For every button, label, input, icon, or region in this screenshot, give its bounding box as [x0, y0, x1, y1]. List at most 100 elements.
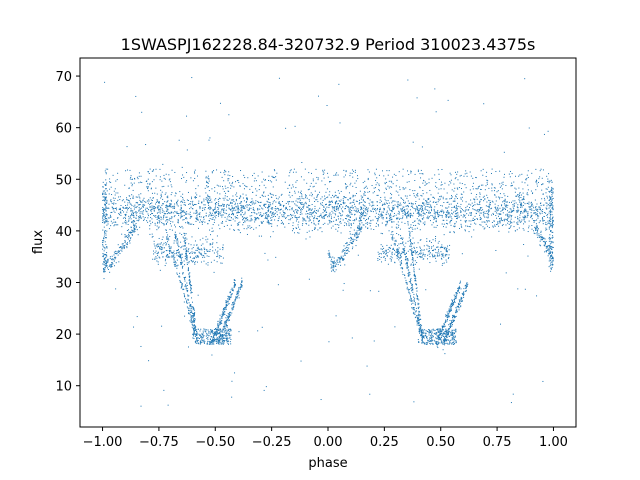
data-point: [538, 178, 540, 180]
data-point: [177, 218, 179, 220]
data-point: [351, 172, 353, 174]
data-point: [472, 188, 474, 190]
data-point: [184, 264, 186, 266]
data-point: [456, 209, 458, 211]
data-point: [403, 200, 405, 202]
data-point: [334, 213, 336, 215]
data-point: [322, 169, 324, 171]
data-point: [531, 216, 533, 218]
data-point: [186, 172, 188, 174]
data-point: [424, 223, 426, 225]
data-point: [248, 220, 250, 222]
data-point: [224, 174, 226, 176]
data-point: [184, 240, 186, 242]
data-point: [153, 207, 155, 209]
data-point: [214, 190, 216, 192]
data-point: [550, 221, 552, 223]
data-point: [104, 200, 106, 202]
data-point: [388, 202, 390, 204]
data-point: [505, 206, 507, 208]
data-point: [293, 168, 295, 170]
data-point: [310, 212, 312, 214]
data-point: [502, 207, 504, 209]
data-point: [308, 172, 310, 174]
data-point: [275, 201, 277, 203]
data-point: [537, 210, 539, 212]
data-point: [214, 333, 216, 335]
data-point: [186, 259, 188, 261]
data-point: [122, 244, 124, 246]
data-point: [522, 212, 524, 214]
data-point: [337, 203, 339, 205]
data-point: [189, 304, 191, 306]
data-point: [549, 196, 551, 198]
data-point: [505, 214, 507, 216]
data-point: [552, 206, 554, 208]
data-point: [433, 201, 435, 203]
data-point: [170, 225, 172, 227]
data-point: [490, 208, 492, 210]
data-point: [289, 191, 291, 193]
data-point: [108, 193, 110, 195]
data-point: [160, 197, 162, 199]
data-point: [198, 227, 200, 229]
data-point: [497, 221, 499, 223]
data-point: [131, 234, 133, 236]
data-point: [291, 201, 293, 203]
data-point: [552, 224, 554, 226]
data-point: [542, 239, 543, 241]
data-point: [115, 180, 117, 182]
data-point: [166, 206, 168, 208]
data-point: [535, 225, 537, 227]
data-point: [541, 217, 543, 219]
data-point: [188, 346, 189, 348]
data-point: [395, 214, 397, 216]
data-point: [184, 234, 186, 236]
data-point: [176, 202, 178, 204]
data-point: [417, 195, 419, 197]
data-point: [199, 343, 201, 345]
data-point: [183, 293, 185, 295]
data-point: [544, 243, 546, 245]
data-point: [486, 182, 488, 184]
data-point: [204, 253, 206, 255]
data-point: [445, 211, 447, 213]
data-point: [399, 202, 401, 204]
data-point: [444, 182, 446, 184]
data-point: [330, 201, 332, 203]
data-point: [526, 214, 528, 216]
data-point: [181, 261, 183, 263]
data-point: [331, 221, 333, 223]
data-point: [466, 175, 468, 177]
data-point: [226, 336, 228, 338]
data-point: [213, 333, 215, 335]
data-point: [216, 329, 218, 331]
data-point: [421, 208, 423, 210]
data-point: [139, 214, 141, 216]
data-point: [213, 259, 215, 261]
data-point: [225, 333, 227, 335]
data-point: [176, 267, 178, 269]
data-point: [270, 204, 272, 206]
data-point: [180, 254, 182, 256]
data-point: [417, 222, 419, 224]
data-point: [526, 193, 528, 195]
data-point: [375, 222, 377, 224]
data-point: [433, 212, 435, 214]
data-point: [123, 211, 125, 213]
data-point: [382, 215, 384, 217]
data-point: [397, 203, 399, 205]
data-point: [551, 214, 553, 216]
data-point: [477, 218, 479, 220]
data-point: [157, 263, 159, 265]
data-point: [121, 248, 123, 250]
data-point: [363, 210, 365, 212]
data-point: [203, 342, 205, 344]
data-point: [551, 189, 553, 191]
data-point: [158, 214, 160, 216]
data-point: [156, 246, 158, 248]
data-point: [158, 218, 160, 220]
data-point: [206, 332, 208, 334]
data-point: [291, 207, 293, 209]
data-point: [236, 297, 238, 299]
